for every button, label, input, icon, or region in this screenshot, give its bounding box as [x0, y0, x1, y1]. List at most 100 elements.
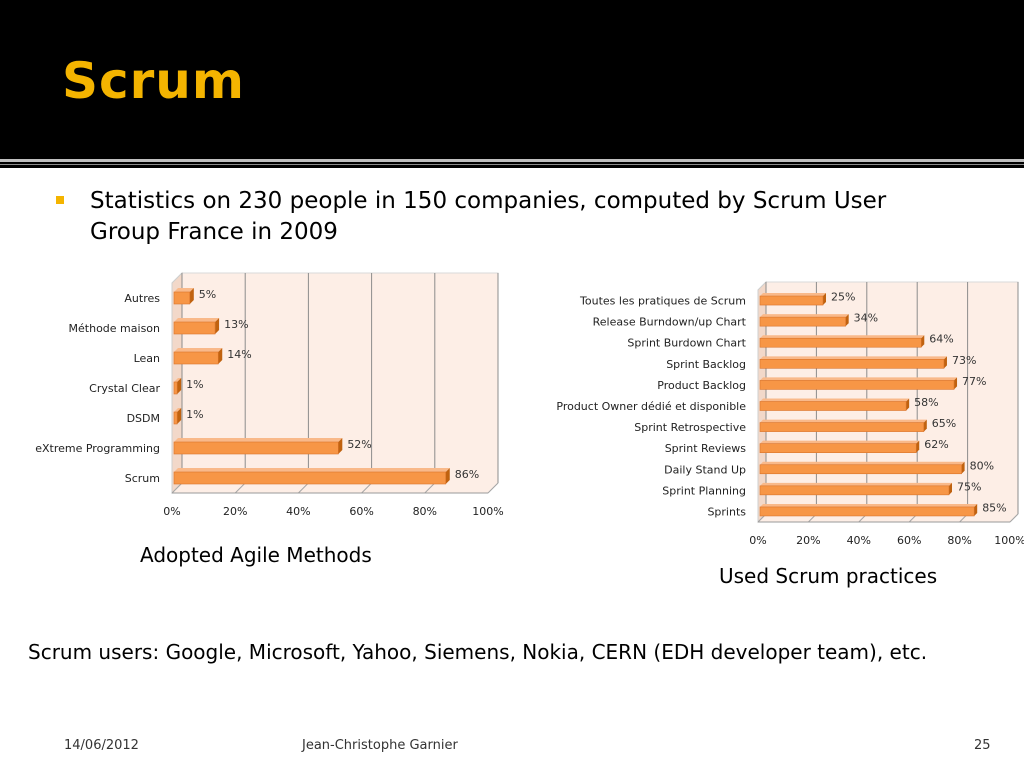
data-label: 14%	[227, 348, 251, 361]
caption-adopted-methods: Adopted Agile Methods	[140, 543, 372, 567]
bar	[173, 441, 339, 455]
x-tick-label: 80%	[947, 534, 971, 547]
x-tick-label: 40%	[847, 534, 871, 547]
bar-top	[760, 377, 958, 381]
gridline-floor	[171, 482, 183, 494]
bar	[759, 464, 962, 475]
bar-end	[218, 348, 223, 364]
category-label: Release Burndown/up Chart	[593, 316, 747, 329]
category-label: DSDM	[127, 412, 160, 425]
bar	[173, 321, 216, 335]
bar-top	[760, 356, 947, 360]
bar	[173, 291, 191, 305]
gridline-floor	[1009, 513, 1019, 523]
x-tick-label: 40%	[286, 505, 310, 518]
bar-end	[974, 503, 978, 516]
adopted-methods-chart: 0% 20% 40% 60% 80% 100% Autres 5% Méthode maison…	[35, 271, 504, 518]
x-tick-label: 20%	[796, 534, 820, 547]
x-tick-label: 20%	[223, 505, 247, 518]
x-tick-label: 0%	[749, 534, 766, 547]
bar-end	[445, 468, 450, 484]
category-label: Scrum	[125, 472, 160, 485]
bar-end	[923, 419, 927, 432]
caption-scrum-practices: Used Scrum practices	[719, 564, 938, 588]
category-label: Crystal Clear	[89, 382, 160, 395]
bar	[759, 401, 907, 411]
data-label: 1%	[186, 378, 203, 391]
bar-top	[174, 408, 182, 412]
bar-top	[174, 318, 220, 322]
x-tick-label: 0%	[163, 505, 180, 518]
data-label: 58%	[914, 396, 938, 409]
header-divider	[0, 159, 1024, 162]
bar-top	[760, 440, 920, 444]
bar-end	[906, 398, 910, 411]
bar	[759, 485, 950, 496]
bar-end	[916, 440, 920, 453]
category-label: Sprints	[707, 505, 746, 518]
footer-page-number: 25	[974, 738, 991, 753]
category-label: Sprint Planning	[662, 484, 746, 497]
bar-top	[760, 293, 826, 297]
bar	[759, 295, 824, 306]
bar-top	[174, 378, 182, 382]
bar-end	[177, 378, 182, 394]
bar-end	[189, 288, 194, 304]
data-label: 73%	[952, 354, 976, 367]
gridline-floor	[234, 482, 246, 494]
category-label: Toutes les pratiques de Scrum	[579, 295, 746, 308]
bar-end	[177, 408, 182, 424]
bar	[759, 359, 945, 369]
data-label: 85%	[982, 501, 1006, 514]
footer-date: 14/06/2012	[64, 738, 139, 753]
bar-top	[760, 461, 965, 465]
header-divider-thin	[0, 164, 1024, 165]
plot-area	[171, 272, 499, 494]
bar-top	[760, 503, 978, 507]
x-tick-label: 60%	[349, 505, 373, 518]
bar	[759, 506, 975, 517]
data-label: 13%	[224, 318, 248, 331]
bar-end	[921, 335, 925, 348]
x-tick-label: 60%	[897, 534, 921, 547]
bar-end	[954, 377, 958, 390]
x-tick-label: 100%	[994, 534, 1024, 547]
bar-top	[174, 438, 343, 442]
category-label: Méthode maison	[69, 322, 160, 335]
data-label: 65%	[932, 417, 956, 430]
bar-end	[338, 438, 343, 454]
title-bar: Scrum	[0, 0, 1024, 160]
data-label: 1%	[186, 408, 203, 421]
bar-end	[949, 482, 952, 495]
bar	[759, 380, 955, 390]
gridline-floor	[298, 482, 309, 494]
gridline-floor	[361, 482, 372, 494]
data-label: 5%	[199, 288, 216, 301]
bar-top	[760, 314, 849, 318]
bar	[759, 316, 846, 327]
data-label: 80%	[970, 459, 994, 472]
x-tick-label: 80%	[413, 505, 437, 518]
x-tick-label: 100%	[472, 505, 503, 518]
bar-end	[845, 314, 849, 327]
category-label: Product Owner dédié et disponible	[556, 400, 746, 413]
bar-end	[823, 293, 826, 306]
bar-top	[760, 419, 927, 423]
category-label: Sprint Retrospective	[634, 421, 746, 434]
data-label: 86%	[455, 468, 479, 481]
gridline-floor	[487, 482, 499, 494]
bar	[173, 411, 178, 425]
category-label: eXtreme Programming	[35, 442, 160, 455]
slide-title: Scrum	[62, 52, 246, 110]
data-label: 62%	[924, 438, 948, 451]
bar	[173, 351, 219, 365]
bar	[173, 471, 447, 485]
category-label: Autres	[124, 292, 160, 305]
bullet-text: Statistics on 230 people in 150 companie…	[90, 188, 887, 245]
data-label: 75%	[957, 480, 981, 493]
data-label: 52%	[347, 438, 371, 451]
category-label: Sprint Burdown Chart	[627, 337, 746, 350]
bar-top	[760, 482, 952, 486]
bullet-square-icon	[56, 196, 64, 204]
category-label: Daily Stand Up	[664, 463, 746, 476]
